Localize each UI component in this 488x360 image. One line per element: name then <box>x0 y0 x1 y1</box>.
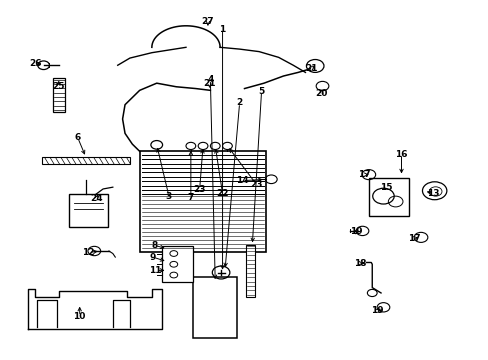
Text: 7: 7 <box>187 193 194 202</box>
Text: 24: 24 <box>90 194 102 203</box>
Text: 1: 1 <box>219 25 225 34</box>
Bar <box>69 194 108 226</box>
Text: 23: 23 <box>250 180 263 189</box>
Text: 22: 22 <box>216 189 228 198</box>
Text: 25: 25 <box>52 82 64 91</box>
Text: 4: 4 <box>207 75 213 84</box>
Text: 21: 21 <box>203 79 215 88</box>
Text: 8: 8 <box>151 241 157 250</box>
Text: 12: 12 <box>82 248 95 257</box>
Text: 17: 17 <box>357 170 369 179</box>
Text: 26: 26 <box>29 59 42 68</box>
Text: 3: 3 <box>165 192 172 201</box>
Text: 14: 14 <box>235 176 248 185</box>
Text: 11: 11 <box>149 266 162 275</box>
Bar <box>53 78 65 112</box>
Bar <box>140 151 266 252</box>
Bar <box>161 246 193 282</box>
Text: 21: 21 <box>305 64 317 73</box>
Text: 27: 27 <box>201 17 214 26</box>
Text: 15: 15 <box>379 183 391 192</box>
Bar <box>193 277 237 338</box>
Bar <box>368 178 408 216</box>
Text: 6: 6 <box>75 133 81 142</box>
Bar <box>42 157 130 164</box>
Text: 23: 23 <box>193 185 205 194</box>
Text: 19: 19 <box>370 306 383 315</box>
Text: 19: 19 <box>349 228 362 237</box>
Text: 18: 18 <box>354 259 366 268</box>
Text: 16: 16 <box>394 150 407 159</box>
Bar <box>246 244 255 297</box>
Text: 20: 20 <box>315 89 327 98</box>
Text: 5: 5 <box>258 86 264 95</box>
Text: 13: 13 <box>427 189 439 198</box>
Text: 10: 10 <box>73 312 86 321</box>
Text: 9: 9 <box>149 253 156 262</box>
Text: 17: 17 <box>407 234 420 243</box>
Text: 2: 2 <box>236 98 242 107</box>
